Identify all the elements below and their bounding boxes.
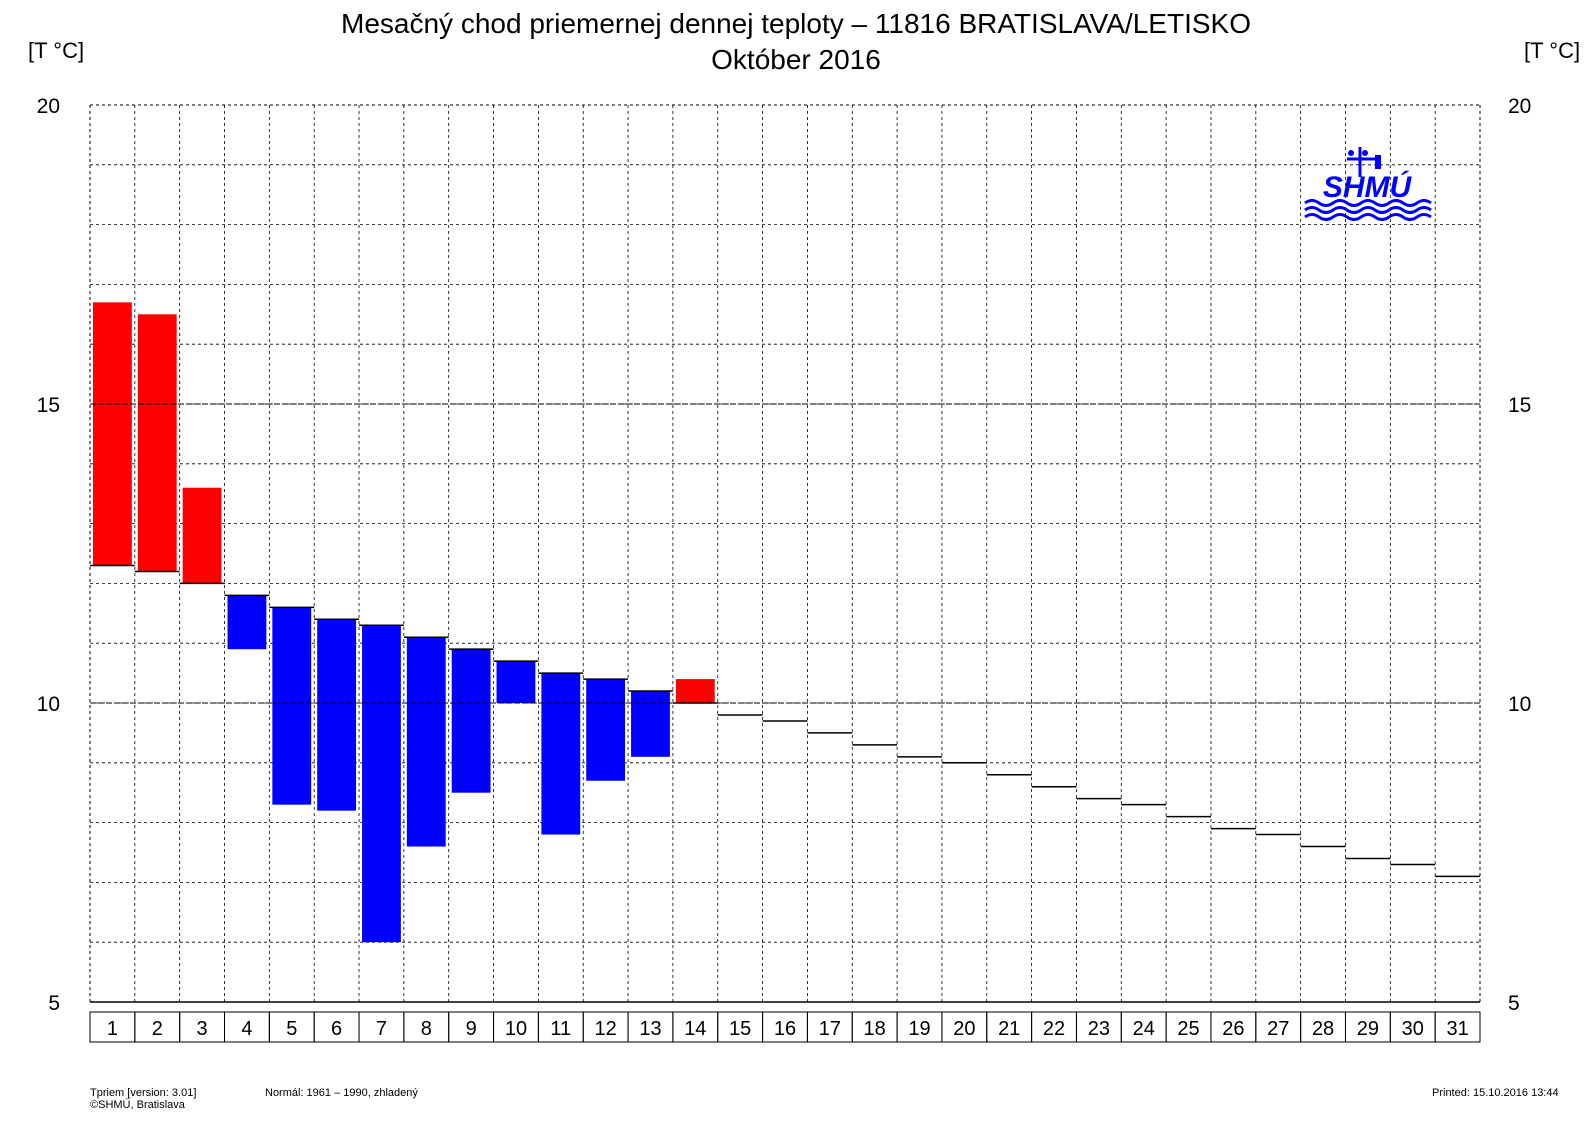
bar-day-10 (496, 661, 536, 703)
y-tick-right: 20 (1508, 95, 1531, 118)
x-tick-label: 22 (1043, 1018, 1065, 1040)
x-tick-label: 30 (1402, 1018, 1424, 1040)
y-axis-unit-right: [T °C] (1524, 38, 1581, 63)
bar-day-3 (182, 487, 222, 584)
y-tick-left: 10 (37, 693, 60, 716)
x-tick-labels: 1 2 3 4 5 6 7 8 9 10 11 12 13 14 15 16 17 18 19 20 21 22 23 24 2… (89, 1011, 1481, 1043)
x-tick-label: 9 (466, 1018, 477, 1040)
x-tick-label: 2 (152, 1018, 163, 1040)
x-tick-label: 24 (1133, 1018, 1155, 1040)
x-tick-label: 17 (819, 1018, 841, 1040)
x-tick-label: 29 (1357, 1018, 1379, 1040)
x-tick-label: 3 (197, 1018, 208, 1040)
bar-day-8 (406, 637, 446, 847)
bar-day-14 (675, 679, 715, 703)
day-box (1434, 1011, 1481, 1043)
x-tick-label: 7 (376, 1018, 387, 1040)
x-tick-label: 12 (595, 1018, 617, 1040)
bar-day-11 (541, 673, 581, 835)
y-axis-unit-left: [T °C] (28, 38, 85, 63)
footer-printed: Printed: 15.10.2016 13:44 (1432, 1087, 1559, 1099)
x-tick-label: 10 (505, 1018, 527, 1040)
bar-day-9 (451, 649, 491, 793)
x-tick-label: 21 (998, 1018, 1020, 1040)
x-tick-label: 15 (729, 1018, 751, 1040)
x-tick-label: 25 (1177, 1018, 1199, 1040)
x-tick-label: 8 (421, 1018, 432, 1040)
x-tick-label: 4 (241, 1018, 252, 1040)
x-tick-label: 6 (331, 1018, 342, 1040)
footer-copyright: ©SHMÚ, Bratislava (90, 1099, 185, 1111)
plot-frame (89, 104, 1481, 1003)
bar-day-5 (272, 607, 312, 805)
x-tick-label: 28 (1312, 1018, 1334, 1040)
y-tick-right: 5 (1508, 992, 1520, 1015)
x-tick-label: 16 (774, 1018, 796, 1040)
footer-version: Tpriem [version: 3.01] (90, 1087, 197, 1099)
y-tick-right: 10 (1508, 693, 1531, 716)
grid (90, 105, 1480, 1002)
y-tick-left: 15 (37, 394, 60, 417)
x-tick-label: 31 (1446, 1018, 1468, 1040)
normal-line (90, 564, 1480, 878)
x-tick-label: 18 (864, 1018, 886, 1040)
x-tick-label: 20 (953, 1018, 975, 1040)
bar-day-7 (362, 625, 401, 943)
y-tick-left: 20 (37, 95, 60, 118)
x-tick-label: 1 (107, 1018, 118, 1040)
x-tick-label: 14 (684, 1018, 706, 1040)
logo-text: SHMÚ (1323, 170, 1413, 204)
x-tick-label: 19 (908, 1018, 930, 1040)
x-tick-label: 11 (550, 1018, 571, 1040)
chart-subtitle: Október 2016 (711, 44, 881, 75)
chart-title: Mesačný chod priemernej dennej teploty –… (341, 8, 1251, 39)
bar-day-4 (227, 595, 267, 650)
x-tick-label: 23 (1088, 1018, 1110, 1040)
deviation-bars (93, 302, 715, 943)
bar-day-6 (317, 619, 357, 811)
footer-normal-period: Normál: 1961 – 1990, zhladený (265, 1087, 418, 1099)
x-tick-label: 27 (1267, 1018, 1289, 1040)
bar-day-1 (93, 302, 132, 566)
x-tick-label: 26 (1222, 1018, 1244, 1040)
shmu-logo: SHMÚ (1304, 147, 1432, 221)
x-tick-label: 13 (639, 1018, 661, 1040)
bar-day-13 (631, 691, 670, 757)
bar-day-12 (586, 679, 626, 781)
y-tick-labels: 5 5 10 10 15 15 20 20 (37, 95, 1532, 1015)
x-tick-label: 5 (286, 1018, 297, 1040)
bar-day-2 (137, 314, 177, 572)
y-tick-right: 15 (1508, 394, 1531, 417)
y-tick-left: 5 (48, 992, 60, 1015)
